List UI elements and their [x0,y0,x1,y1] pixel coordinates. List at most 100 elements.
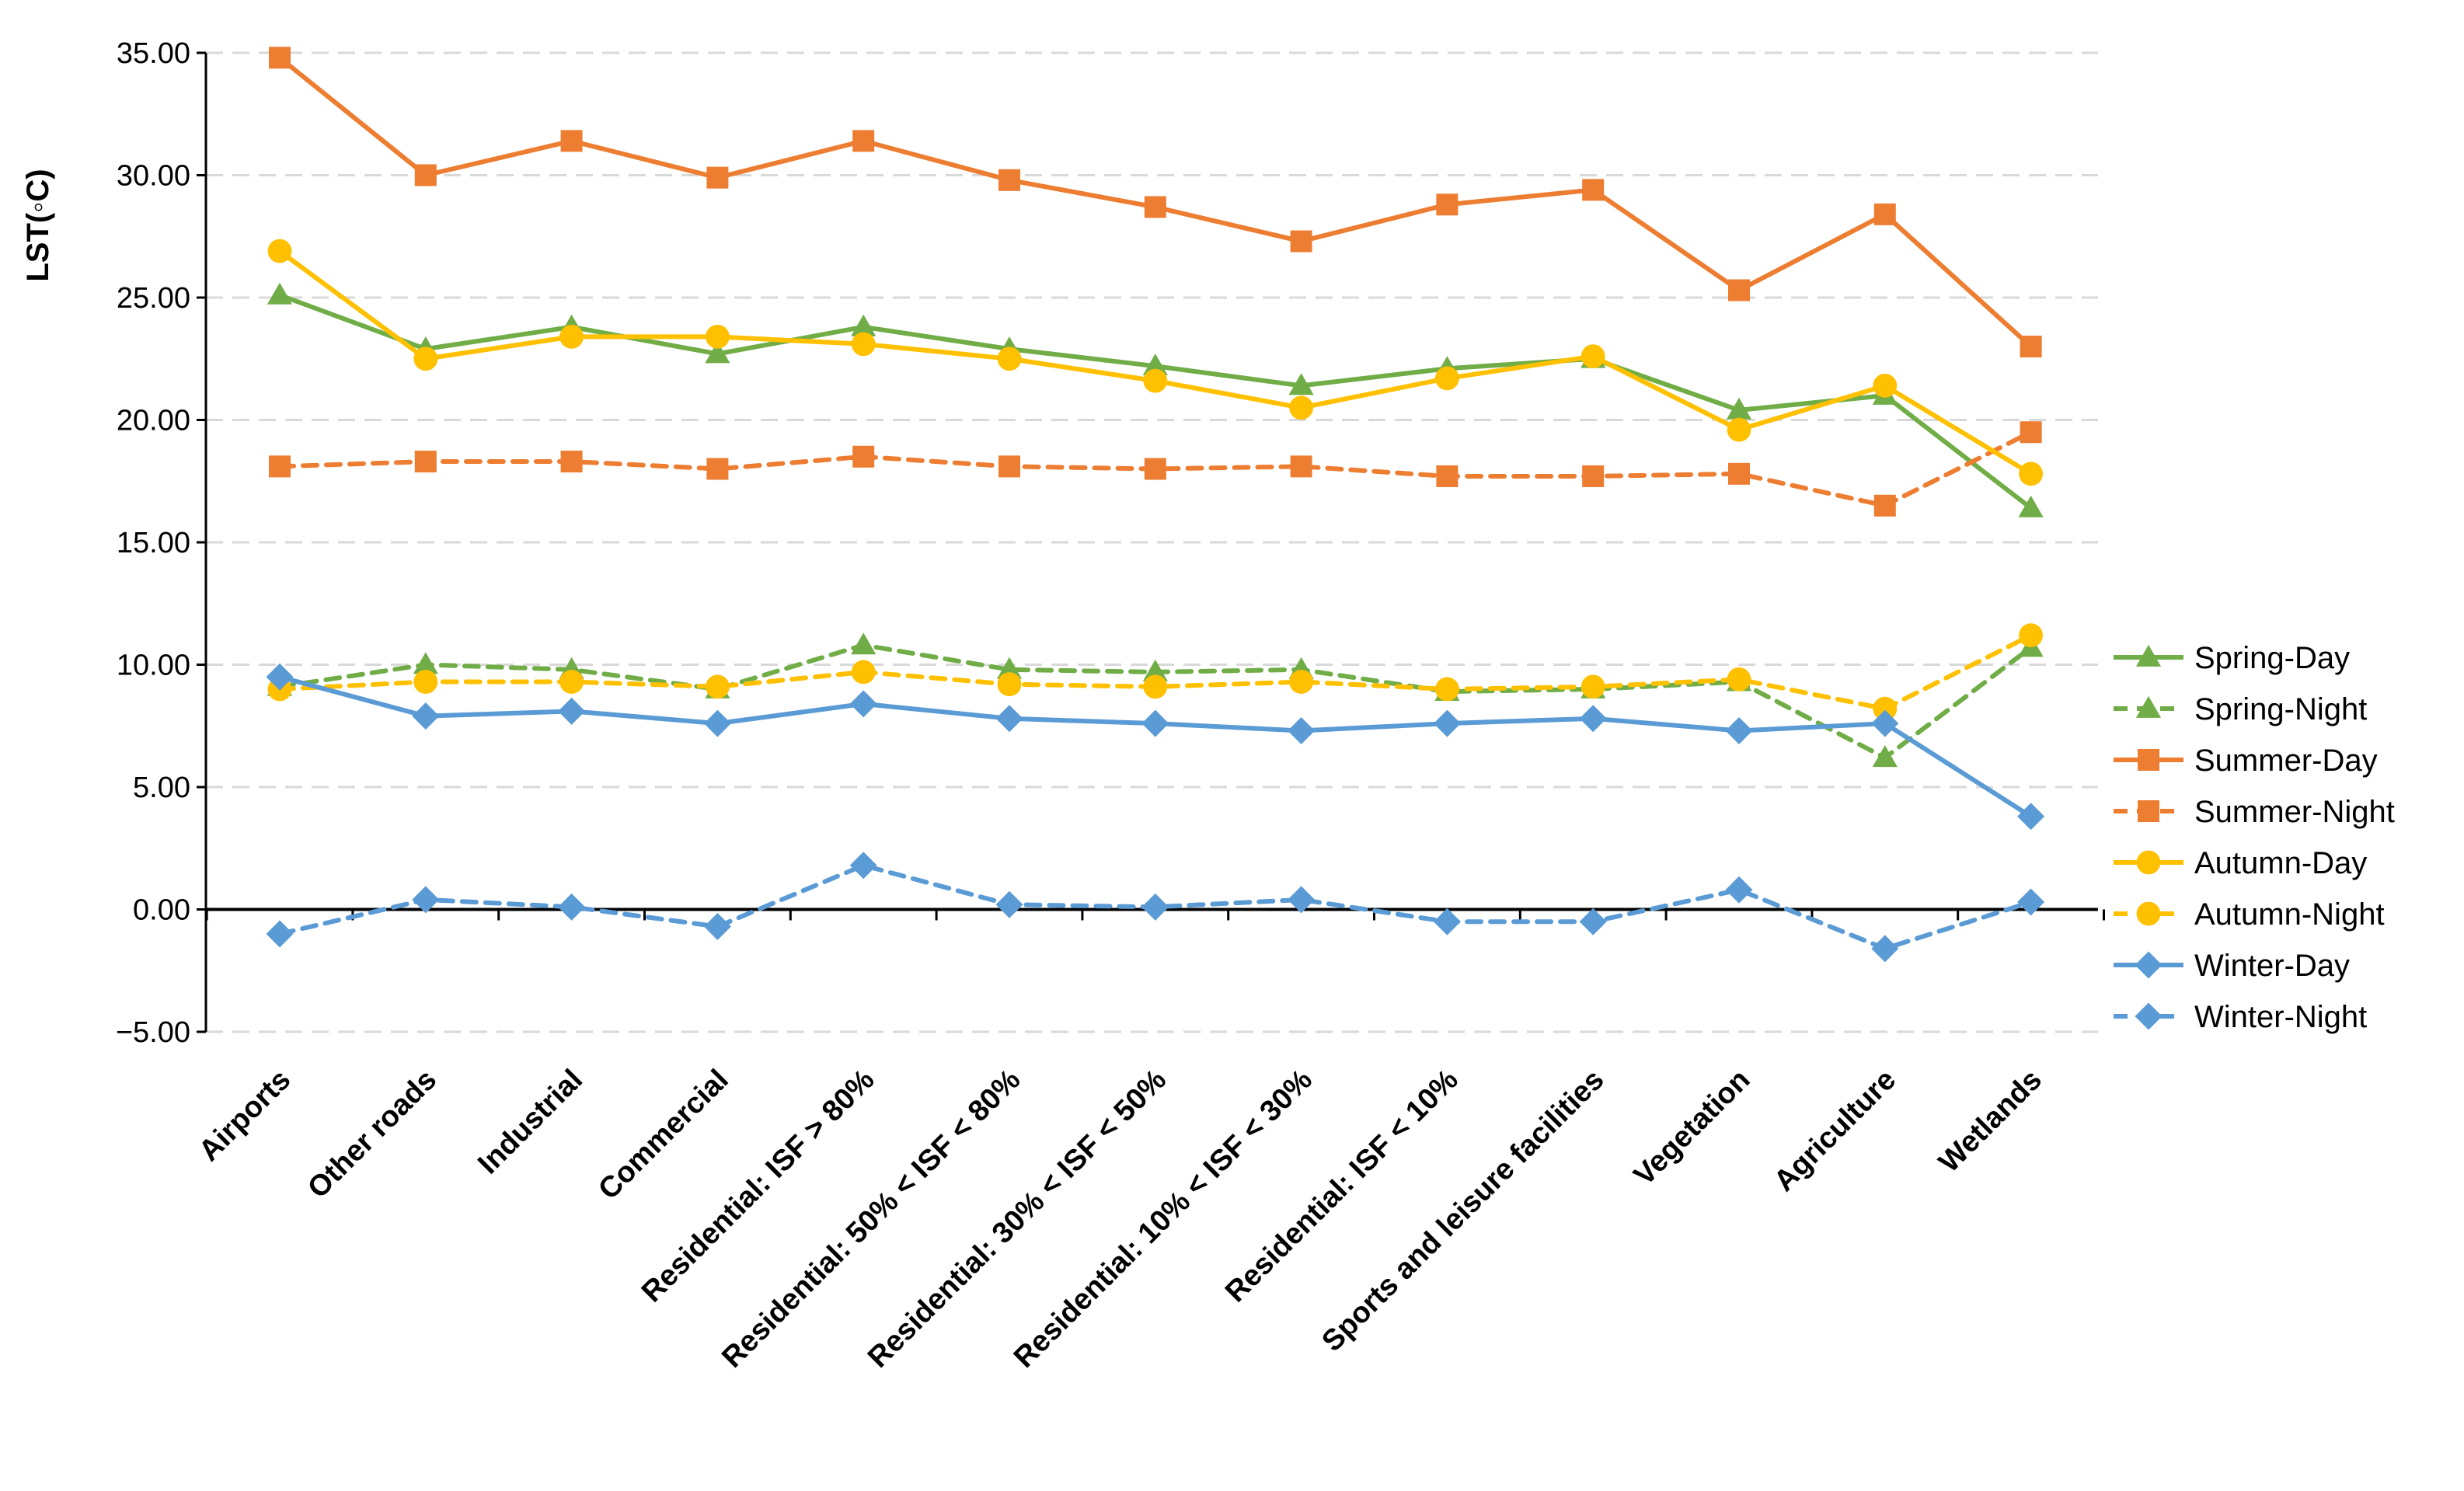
x-tick-label: Wetlands [1933,1064,2048,1179]
legend-marker [2136,850,2161,875]
y-tick-label: 25.00 [117,282,190,315]
data-point-summer-day [1582,179,1605,201]
y-tick-label: 35.00 [117,37,190,70]
x-tick-label: Sports and leisure facilities [1316,1064,1610,1358]
data-point-winter-day [1288,717,1316,745]
legend-marker [2136,901,2161,926]
data-point-winter-day [1725,717,1753,745]
y-tick-label: 10.00 [117,650,190,682]
data-point-summer-night [2020,421,2042,444]
y-tick-label: 15.00 [117,527,190,559]
data-point-autumn-night [706,674,730,699]
data-point-autumn-day [997,347,1022,371]
data-point-winter-night [1288,886,1316,914]
data-point-summer-day [1436,193,1459,216]
data-point-autumn-day [267,239,292,263]
legend-marker [2138,800,2159,822]
data-point-summer-night [1728,462,1750,485]
legend-item-spring-night: Spring-Night [2114,692,2367,726]
x-tick-label: Other roads [301,1064,443,1205]
x-tick-label: Residential: 10% < ISF < 30% [1008,1064,1319,1374]
data-point-winter-night [558,893,586,921]
data-point-summer-day [560,130,583,152]
data-point-autumn-night [1727,667,1751,692]
legend-marker [2135,695,2162,718]
data-point-spring-day [1142,354,1168,376]
data-point-spring-day [705,341,730,364]
data-point-spring-night [996,657,1023,679]
legend-item-summer-day: Summer-Day [2114,744,2378,778]
legend-item-winter-day: Winter-Day [2114,949,2350,983]
data-point-summer-night [1144,458,1166,480]
data-point-summer-day [1290,230,1312,253]
y-tick-label: 20.00 [117,405,190,437]
legend-label: Autumn-Night [2194,897,2385,932]
data-point-winter-night [995,890,1023,918]
data-point-autumn-day [851,332,876,357]
data-point-summer-day [998,169,1020,191]
legend-item-autumn-night: Autumn-Night [2114,897,2385,932]
data-point-spring-day [267,282,293,305]
legend-item-autumn-day: Autumn-Day [2114,846,2367,880]
data-point-autumn-night [2019,623,2044,648]
legend-label: Spring-Night [2194,692,2367,726]
x-tick-label: Airports [193,1064,297,1168]
data-point-autumn-night [1143,674,1168,699]
legend-item-winter-night: Winter-Night [2114,1000,2367,1034]
data-point-summer-night [706,458,729,480]
data-point-winter-day [995,705,1023,733]
data-point-summer-night [560,451,583,473]
data-point-summer-night [998,455,1020,478]
data-point-summer-night [852,445,875,468]
data-point-autumn-night [851,660,876,685]
data-point-summer-day [852,130,875,152]
data-point-winter-night [1725,876,1753,904]
data-point-winter-night [1871,935,1899,963]
data-point-autumn-day [1581,344,1605,368]
legend-label: Winter-Night [2194,1000,2367,1034]
legend-marker [2135,951,2163,979]
data-point-winter-night [703,913,731,941]
x-tick-label: Residential: 30% < ISF < 50% [862,1064,1173,1374]
data-point-spring-day [2018,495,2044,517]
data-point-autumn-night [1435,677,1459,702]
data-point-winter-night [2017,888,2045,916]
legend: Spring-Day Spring-Night Summer-Day Summer-N… [2114,641,2395,1034]
legend-marker [2138,749,2159,771]
data-point-spring-night [851,632,877,655]
y-tick-label: −5.00 [116,1016,190,1049]
data-point-autumn-night [997,672,1022,697]
y-tick-label: 5.00 [133,772,190,804]
data-point-autumn-day [1143,368,1168,393]
data-point-winter-night [1579,907,1607,935]
x-tick-label: Residential: ISF > 80% [636,1064,881,1309]
data-point-autumn-day [1873,374,1898,398]
y-tick-label: 30.00 [117,160,190,193]
legend-label: Winter-Day [2194,949,2350,983]
data-point-winter-day [703,709,731,737]
tick-labels: 35.00 30.00 25.00 20.00 15.00 10.00 5.00 0.00 −5… [116,37,2048,1374]
data-point-summer-day [1873,203,1896,225]
data-point-spring-day [1726,397,1752,420]
x-tick-label: Residential: 50% < ISF < 80% [716,1064,1026,1374]
data-point-autumn-night [1873,696,1898,721]
data-point-autumn-night [413,670,438,694]
data-point-summer-night [269,455,291,478]
legend-marker [2135,644,2162,667]
x-tick-label: Industrial [472,1064,589,1181]
legend-label: Summer-Day [2194,744,2378,778]
data-point-winter-night [266,920,294,948]
data-point-autumn-day [2019,462,2044,486]
data-point-summer-night [1582,465,1605,487]
data-point-summer-day [1144,196,1166,218]
data-point-summer-night [1290,455,1312,478]
data-point-winter-day [1141,709,1169,737]
x-tick-label: Agriculture [1768,1064,1902,1198]
x-tick-label: Commercial [592,1064,735,1207]
x-tick-label: Residential: ISF < 10% [1219,1064,1465,1309]
legend-label: Summer-Night [2194,795,2395,829]
data-point-spring-day [1288,373,1314,395]
data-point-summer-day [1728,279,1750,301]
